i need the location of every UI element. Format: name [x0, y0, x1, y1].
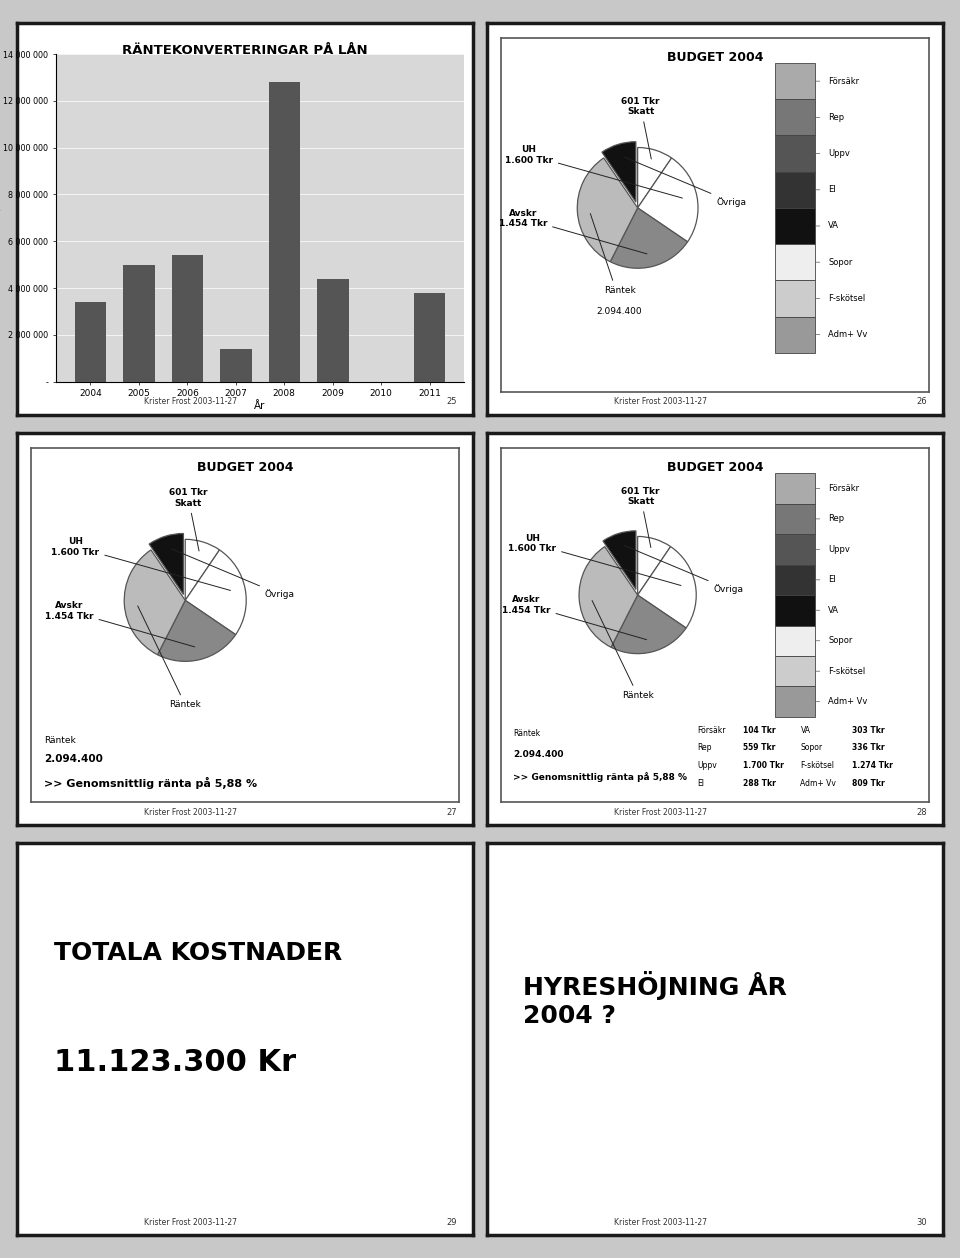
Text: 25: 25 — [446, 398, 457, 406]
Text: Krister Frost 2003-11-27: Krister Frost 2003-11-27 — [144, 1218, 237, 1227]
Text: 11.123.300 Kr: 11.123.300 Kr — [54, 1048, 296, 1077]
Text: 26: 26 — [916, 398, 926, 406]
Text: TOTALA KOSTNADER: TOTALA KOSTNADER — [54, 941, 342, 965]
Text: Krister Frost 2003-11-27: Krister Frost 2003-11-27 — [613, 808, 707, 816]
Text: Krister Frost 2003-11-27: Krister Frost 2003-11-27 — [613, 1218, 707, 1227]
Text: 28: 28 — [916, 808, 926, 816]
Text: 29: 29 — [446, 1218, 457, 1227]
Text: Krister Frost 2003-11-27: Krister Frost 2003-11-27 — [144, 398, 237, 406]
Text: HYRESHÖJNING ÅR
2004 ?: HYRESHÖJNING ÅR 2004 ? — [523, 971, 787, 1028]
Text: RÄNTEKONVERTERINGAR PÅ LÅN: RÄNTEKONVERTERINGAR PÅ LÅN — [123, 44, 368, 57]
Text: 27: 27 — [446, 808, 457, 816]
Text: Krister Frost 2003-11-27: Krister Frost 2003-11-27 — [613, 398, 707, 406]
Text: 30: 30 — [916, 1218, 926, 1227]
Text: Krister Frost 2003-11-27: Krister Frost 2003-11-27 — [144, 808, 237, 816]
